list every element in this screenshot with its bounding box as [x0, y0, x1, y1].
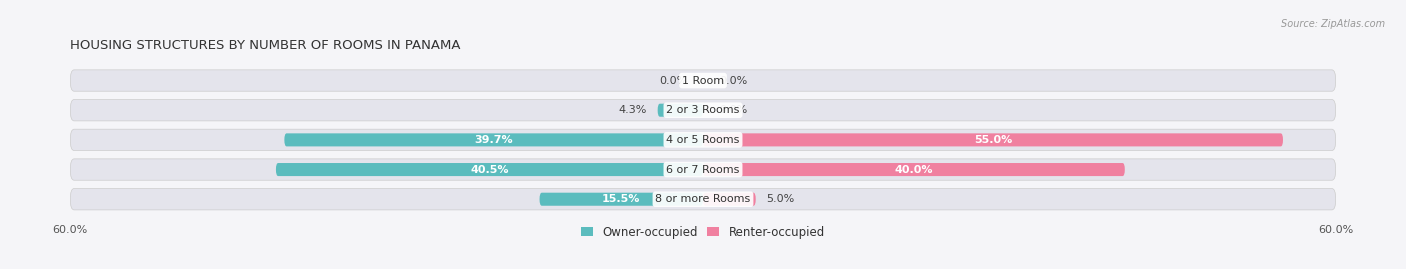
Text: 0.0%: 0.0%: [718, 105, 747, 115]
Text: 2 or 3 Rooms: 2 or 3 Rooms: [666, 105, 740, 115]
FancyBboxPatch shape: [284, 133, 703, 146]
FancyBboxPatch shape: [70, 159, 1336, 180]
Text: 0.0%: 0.0%: [718, 76, 747, 86]
FancyBboxPatch shape: [70, 189, 1336, 210]
FancyBboxPatch shape: [70, 100, 1336, 121]
Text: 8 or more Rooms: 8 or more Rooms: [655, 194, 751, 204]
Text: 39.7%: 39.7%: [474, 135, 513, 145]
Legend: Owner-occupied, Renter-occupied: Owner-occupied, Renter-occupied: [576, 221, 830, 244]
FancyBboxPatch shape: [276, 163, 703, 176]
Text: 0.0%: 0.0%: [659, 76, 688, 86]
Text: 5.0%: 5.0%: [766, 194, 794, 204]
FancyBboxPatch shape: [70, 70, 1336, 91]
FancyBboxPatch shape: [703, 193, 756, 206]
Text: 6 or 7 Rooms: 6 or 7 Rooms: [666, 165, 740, 175]
Text: Source: ZipAtlas.com: Source: ZipAtlas.com: [1281, 19, 1385, 29]
Text: 55.0%: 55.0%: [974, 135, 1012, 145]
FancyBboxPatch shape: [540, 193, 703, 206]
FancyBboxPatch shape: [703, 163, 1125, 176]
FancyBboxPatch shape: [703, 133, 1282, 146]
Text: 40.0%: 40.0%: [894, 165, 934, 175]
Text: 15.5%: 15.5%: [602, 194, 641, 204]
Text: 40.5%: 40.5%: [470, 165, 509, 175]
FancyBboxPatch shape: [658, 104, 703, 117]
Text: 4 or 5 Rooms: 4 or 5 Rooms: [666, 135, 740, 145]
Text: HOUSING STRUCTURES BY NUMBER OF ROOMS IN PANAMA: HOUSING STRUCTURES BY NUMBER OF ROOMS IN…: [70, 39, 461, 52]
Text: 1 Room: 1 Room: [682, 76, 724, 86]
Text: 4.3%: 4.3%: [619, 105, 647, 115]
FancyBboxPatch shape: [70, 129, 1336, 151]
